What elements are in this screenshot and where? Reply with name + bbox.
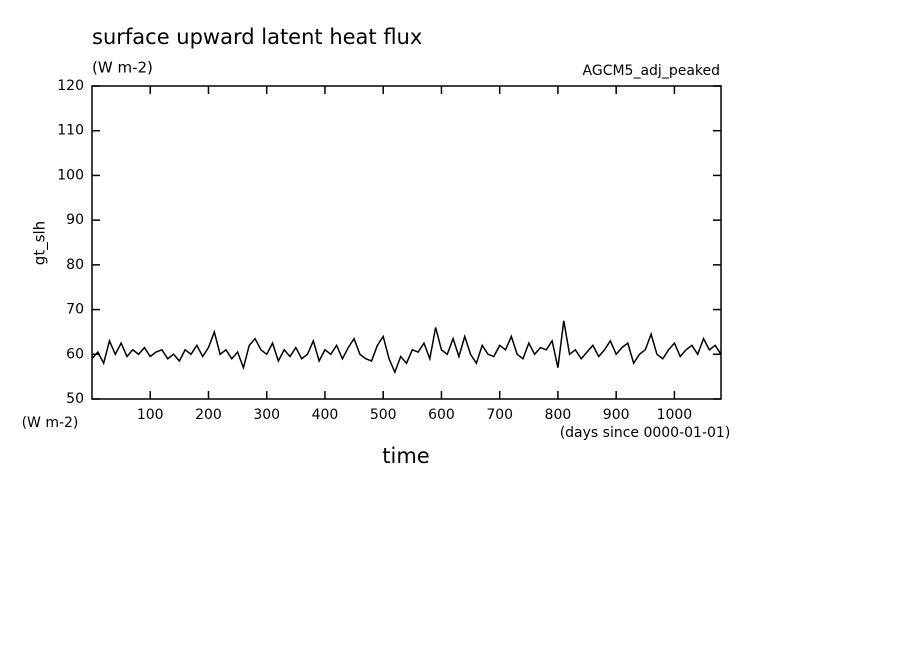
x-tick-label: 1000 (657, 407, 693, 423)
y-tick-label: 110 (57, 123, 84, 139)
plot-frame (91, 85, 722, 400)
x-tick-label: 400 (312, 407, 339, 423)
x-tick-label: 700 (486, 407, 513, 423)
x-tick-label: 500 (370, 407, 397, 423)
y-tick-label: 70 (66, 302, 84, 318)
annotation: AGCM5_adj_peaked (583, 63, 720, 79)
x-tick-label: 800 (545, 407, 572, 423)
y-tick-label: 90 (66, 212, 84, 228)
x-tick-label: 100 (137, 407, 164, 423)
y-tick-label: 80 (66, 257, 84, 273)
y-tick-label: 120 (57, 78, 84, 94)
chart-title: surface upward latent heat flux (92, 25, 422, 49)
y-tick-label: 60 (66, 346, 84, 362)
x-tick-label: 200 (195, 407, 222, 423)
y-tick-label: 100 (57, 167, 84, 183)
x-axis-unit: (days since 0000-01-01) (560, 425, 731, 441)
y-axis-unit: (W m-2) (22, 415, 79, 431)
chart-subtitle: (W m-2) (92, 59, 153, 77)
x-tick-label: 900 (603, 407, 630, 423)
x-tick-label: 300 (253, 407, 280, 423)
x-axis-label: time (382, 444, 429, 468)
data-line (91, 320, 722, 375)
y-axis-label: gt_slh (31, 221, 50, 265)
x-tick-label: 600 (428, 407, 455, 423)
y-tick-label: 50 (66, 391, 84, 407)
